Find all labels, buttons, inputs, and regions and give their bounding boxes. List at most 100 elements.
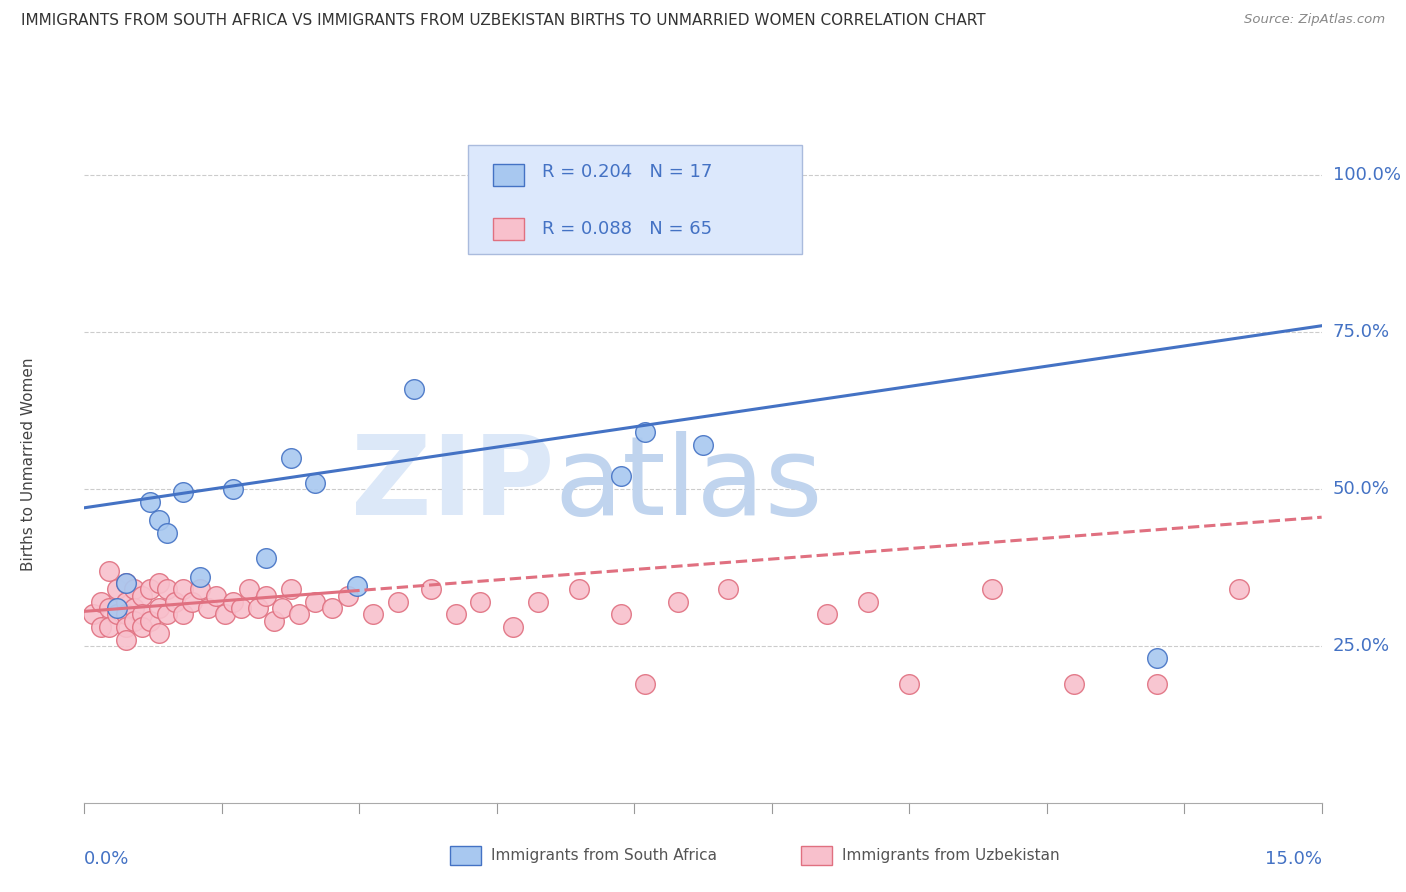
Text: R = 0.088   N = 65: R = 0.088 N = 65 [543, 220, 713, 238]
FancyBboxPatch shape [492, 219, 523, 240]
Point [90, 620, 112, 634]
Point [280, 582, 302, 597]
Point [139, 582, 162, 597]
Point [122, 614, 145, 628]
Text: Source: ZipAtlas.com: Source: ZipAtlas.com [1244, 13, 1385, 27]
Point [246, 601, 269, 615]
Point [172, 485, 194, 500]
Point [666, 595, 689, 609]
Point [222, 595, 245, 609]
Point [148, 513, 170, 527]
Point [122, 601, 145, 615]
Point [609, 607, 631, 622]
Point [148, 601, 170, 615]
Text: 0.0%: 0.0% [84, 850, 129, 868]
Point [856, 595, 879, 609]
Point [238, 582, 260, 597]
Point [156, 582, 179, 597]
Point [122, 582, 145, 597]
Point [197, 601, 219, 615]
Point [131, 589, 153, 603]
Text: 75.0%: 75.0% [1333, 323, 1391, 341]
Point [188, 570, 211, 584]
Point [717, 582, 740, 597]
Point [165, 595, 187, 609]
Text: ZIP: ZIP [352, 431, 554, 538]
FancyBboxPatch shape [468, 145, 801, 253]
Point [609, 469, 631, 483]
Point [98, 564, 121, 578]
Point [105, 607, 128, 622]
Point [139, 494, 162, 508]
Point [188, 582, 211, 597]
Text: Births to Unmarried Women: Births to Unmarried Women [21, 357, 37, 571]
Point [444, 607, 467, 622]
Text: 25.0%: 25.0% [1333, 637, 1391, 655]
Point [82, 607, 104, 622]
Point [470, 595, 492, 609]
Point [156, 607, 179, 622]
Point [172, 607, 194, 622]
Point [114, 595, 136, 609]
Point [1146, 651, 1168, 665]
Point [634, 676, 657, 690]
Point [222, 482, 245, 496]
Text: atlas: atlas [554, 431, 823, 538]
Point [114, 607, 136, 622]
Point [634, 425, 657, 440]
Point [148, 576, 170, 591]
Point [419, 582, 441, 597]
Point [527, 595, 550, 609]
Point [254, 551, 277, 566]
Point [288, 607, 311, 622]
Point [229, 601, 252, 615]
Point [180, 595, 202, 609]
Point [321, 601, 343, 615]
Point [172, 582, 194, 597]
Point [304, 595, 326, 609]
Point [980, 582, 1002, 597]
Text: Immigrants from Uzbekistan: Immigrants from Uzbekistan [842, 848, 1060, 863]
Point [105, 582, 128, 597]
Point [1227, 582, 1250, 597]
Point [271, 601, 294, 615]
Point [131, 607, 153, 622]
Point [361, 607, 384, 622]
Text: R = 0.204   N = 17: R = 0.204 N = 17 [543, 163, 713, 181]
Point [692, 438, 714, 452]
Point [280, 450, 302, 465]
Point [1063, 676, 1085, 690]
Point [114, 576, 136, 591]
Point [156, 525, 179, 540]
Point [1146, 676, 1168, 690]
Point [254, 589, 277, 603]
Point [304, 475, 326, 490]
Point [114, 632, 136, 647]
Point [568, 582, 591, 597]
Text: 50.0%: 50.0% [1333, 480, 1389, 498]
Point [337, 589, 360, 603]
Point [98, 620, 121, 634]
Point [404, 382, 426, 396]
Point [898, 676, 921, 690]
Point [148, 626, 170, 640]
Point [105, 601, 128, 615]
Point [114, 576, 136, 591]
Point [502, 620, 524, 634]
Point [346, 579, 368, 593]
Point [263, 614, 285, 628]
Point [131, 620, 153, 634]
Point [214, 607, 236, 622]
Point [139, 614, 162, 628]
Text: IMMIGRANTS FROM SOUTH AFRICA VS IMMIGRANTS FROM UZBEKISTAN BIRTHS TO UNMARRIED W: IMMIGRANTS FROM SOUTH AFRICA VS IMMIGRAN… [21, 13, 986, 29]
Point [815, 607, 838, 622]
FancyBboxPatch shape [492, 164, 523, 186]
Text: 15.0%: 15.0% [1264, 850, 1322, 868]
Text: 100.0%: 100.0% [1333, 166, 1400, 184]
Point [98, 601, 121, 615]
Point [90, 595, 112, 609]
Text: Immigrants from South Africa: Immigrants from South Africa [491, 848, 717, 863]
Point [387, 595, 409, 609]
Point [114, 620, 136, 634]
Point [205, 589, 228, 603]
